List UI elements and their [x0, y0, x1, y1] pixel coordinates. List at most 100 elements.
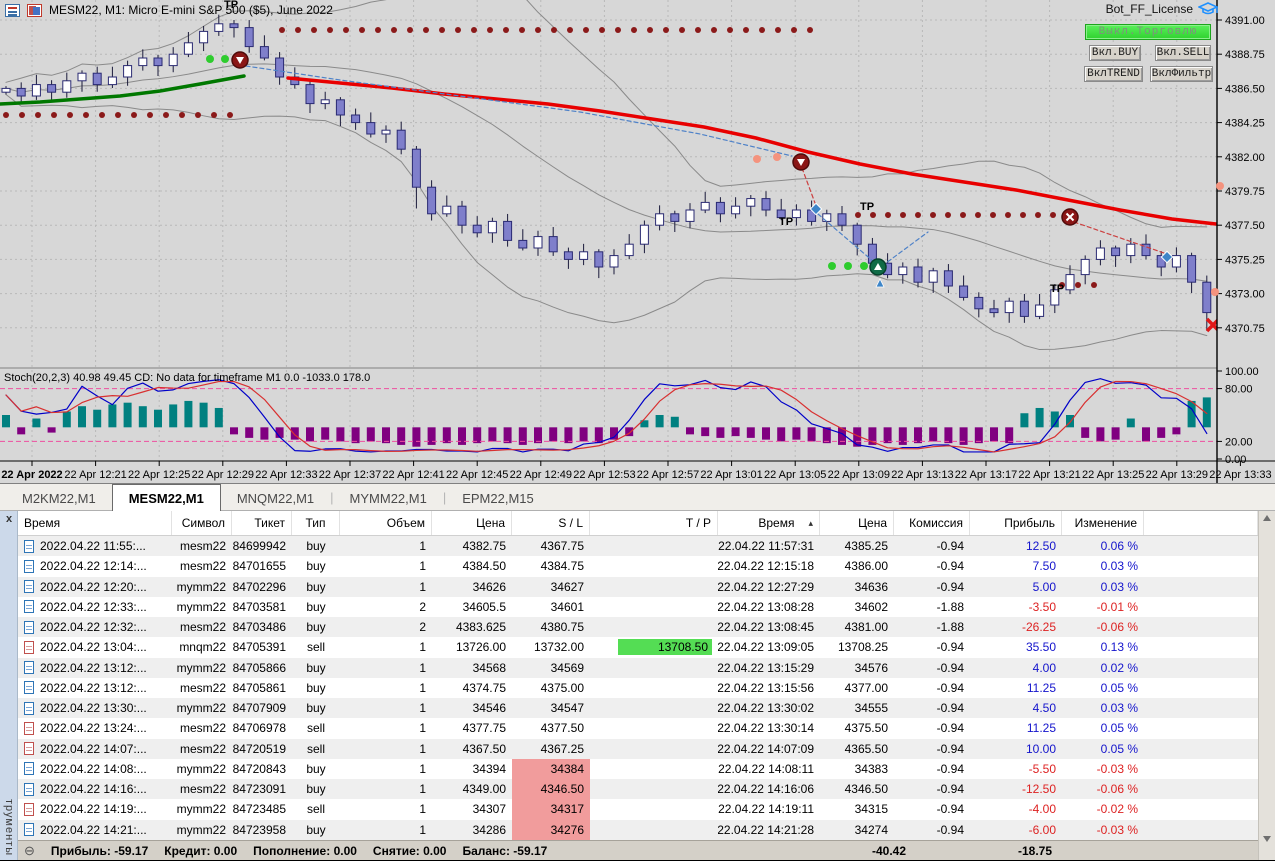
cell-filler	[1144, 698, 1258, 718]
svg-text:22 Apr 12:21: 22 Apr 12:21	[64, 469, 126, 481]
buy-deal-icon	[24, 539, 34, 553]
cell-commission: -0.94	[936, 782, 964, 797]
cell-price: 34605.5	[462, 599, 506, 614]
column-header-profit[interactable]: Прибыль	[970, 511, 1062, 535]
cell-sl: 13732.00	[533, 640, 584, 655]
table-row[interactable]: 2022.04.22 12:14:... mesm22 184701655 buy 1 4…	[18, 556, 1258, 577]
column-header-price[interactable]: Цена	[432, 511, 512, 535]
cell-type: buy	[306, 620, 326, 635]
column-header-volume[interactable]: Объем	[340, 511, 432, 535]
cell-price2: 4385.25	[844, 539, 888, 554]
cell-time2: 2022.04.22 12:27:29	[718, 579, 814, 594]
cell-price: 4382.75	[462, 539, 506, 554]
toggle-trading-button[interactable]: Выкл.Торговлю	[1085, 24, 1211, 40]
table-scrollbar[interactable]	[1258, 511, 1275, 860]
table-row[interactable]: 2022.04.22 12:33:... mymm22 184703581 buy 2 3…	[18, 596, 1258, 617]
cell-price2: 13708.25	[837, 640, 888, 655]
enable-filter-button[interactable]: ВклФильтр	[1150, 66, 1213, 82]
column-header-tp[interactable]: T / P	[590, 511, 718, 535]
table-row[interactable]: 2022.04.22 12:20:... mymm22 184702296 buy 1 3…	[18, 576, 1258, 597]
cell-volume: 1	[419, 640, 426, 655]
cell-price2: 34602	[854, 599, 888, 614]
column-header-price2[interactable]: Цена	[820, 511, 894, 535]
cell-tp	[590, 759, 718, 779]
cell-sl: 34627	[550, 579, 584, 594]
cell-time2: 2022.04.22 12:15:18	[718, 559, 814, 574]
table-row[interactable]: 2022.04.22 13:30:... mymm22 184707909 buy 1 3…	[18, 698, 1258, 719]
cell-time: 2022.04.22 14:19:...	[18, 799, 172, 819]
table-row[interactable]: 2022.04.22 14:19:... mymm22 184723485 sell 1…	[18, 799, 1258, 820]
license-label-box: Bot_FF_License	[1100, 2, 1218, 16]
table-row[interactable]: 2022.04.22 13:12:... mesm22 184705861 buy 1 4…	[18, 677, 1258, 698]
svg-text:22 Apr 12:37: 22 Apr 12:37	[319, 469, 381, 481]
chart-tab-epm22-m15[interactable]: EPM22,M15	[462, 490, 534, 506]
cell-sl: 4375.00	[540, 680, 584, 695]
cell-symbol: mesm22	[179, 539, 226, 554]
column-header-time[interactable]: Время	[18, 511, 172, 535]
cell-filler	[1144, 759, 1258, 779]
cell-ticket: 184720519	[232, 741, 286, 756]
column-header-change[interactable]: Изменение	[1062, 511, 1144, 535]
chart-tab-mnqm22-m1[interactable]: MNQM22,M1	[236, 490, 315, 506]
column-header-type[interactable]: Тип	[292, 511, 340, 535]
enable-trend-button[interactable]: ВклTREND	[1084, 66, 1143, 82]
cell-filler	[1144, 577, 1258, 597]
quotes-icon[interactable]	[5, 3, 20, 17]
svg-text:22 Apr 12:49: 22 Apr 12:49	[510, 469, 572, 481]
chart-tab-m2km22-m1[interactable]: M2KM22,M1	[22, 490, 96, 506]
cell-tp	[590, 779, 718, 799]
scroll-down-icon[interactable]	[1263, 836, 1271, 842]
cell-price2: 4365.50	[844, 741, 888, 756]
column-header-time2[interactable]: Время ▴	[718, 511, 820, 535]
close-toolbox-button[interactable]: x	[5, 513, 13, 525]
column-header-sl[interactable]: S / L	[512, 511, 590, 535]
table-row[interactable]: 2022.04.22 13:12:... mymm22 184705866 buy 1 3…	[18, 657, 1258, 678]
table-row[interactable]: 2022.04.22 14:07:... mesm22 184720519 sell 1…	[18, 738, 1258, 759]
column-header-symbol[interactable]: Символ	[172, 511, 232, 535]
collapse-icon[interactable]: ⊖	[24, 842, 35, 858]
enable-sell-button[interactable]: Вкл.SELL	[1155, 45, 1211, 61]
cell-type: buy	[306, 701, 326, 716]
table-row[interactable]: 2022.04.22 11:55:... mesm22 184699942 buy 1 4…	[18, 536, 1258, 557]
cell-time2: 2022.04.22 14:07:09	[718, 741, 814, 756]
cell-time: 2022.04.22 12:14:...	[18, 556, 172, 576]
cell-sl: 4380.75	[540, 620, 584, 635]
cell-symbol: mesm22	[179, 741, 226, 756]
cell-price: 34394	[472, 761, 506, 776]
cell-time2: 2022.04.22 14:21:28	[718, 822, 814, 837]
table-row[interactable]: 2022.04.22 12:32:... mesm22 184703486 buy 2 4…	[18, 617, 1258, 638]
cell-change: -0.06 %	[1096, 782, 1138, 797]
column-header-filler	[1144, 511, 1258, 535]
table-row[interactable]: 2022.04.22 14:21:... mymm22 184723958 buy 1 3…	[18, 819, 1258, 840]
cell-symbol: mymm22	[176, 822, 226, 837]
cell-volume: 1	[419, 721, 426, 736]
chart-tab-mymm22-m1[interactable]: MYMM22,M1	[349, 490, 427, 506]
cell-profit: 11.25	[1026, 680, 1056, 695]
status-item-2: Пополнение: 0.00	[253, 843, 357, 858]
cell-filler	[1144, 536, 1258, 556]
table-body: 2022.04.22 11:55:... mesm22 184699942 buy 1 4…	[18, 536, 1258, 840]
table-row[interactable]: 2022.04.22 14:16:... mesm22 184723091 buy 1 4…	[18, 779, 1258, 800]
buy-deal-icon	[24, 681, 34, 695]
cell-symbol: mymm22	[176, 599, 226, 614]
cell-volume: 1	[419, 701, 426, 716]
cell-price2: 4375.50	[844, 721, 888, 736]
cell-profit: 4.50	[1032, 701, 1056, 716]
cell-type: buy	[306, 559, 326, 574]
table-row[interactable]: 2022.04.22 14:08:... mymm22 184720843 buy 1 3…	[18, 758, 1258, 779]
scroll-up-icon[interactable]	[1263, 515, 1271, 521]
price-chart[interactable]: TP TP TP TP Stoch(20,2,3) 40.98 49.45 CD: No…	[0, 0, 1275, 483]
column-header-ticket[interactable]: Тикет	[232, 511, 292, 535]
cell-profit: -5.50	[1028, 761, 1056, 776]
chart-tab-mesm22-m1[interactable]: MESM22,M1	[111, 484, 221, 511]
column-header-commission[interactable]: Комиссия	[894, 511, 970, 535]
table-row[interactable]: 2022.04.22 13:04:... mnqm22 184705391 sell 1…	[18, 637, 1258, 658]
svg-text:4391.00: 4391.00	[1225, 15, 1265, 27]
cell-commission: -0.94	[936, 539, 964, 554]
cell-sl: 4377.50	[540, 721, 584, 736]
chart-windows-icon[interactable]	[27, 3, 42, 17]
cell-profit: 10.00	[1025, 741, 1056, 756]
enable-buy-button[interactable]: Вкл.BUY	[1089, 45, 1141, 61]
cell-price2: 34274	[854, 822, 888, 837]
table-row[interactable]: 2022.04.22 13:24:... mesm22 184706978 sell 1…	[18, 718, 1258, 739]
